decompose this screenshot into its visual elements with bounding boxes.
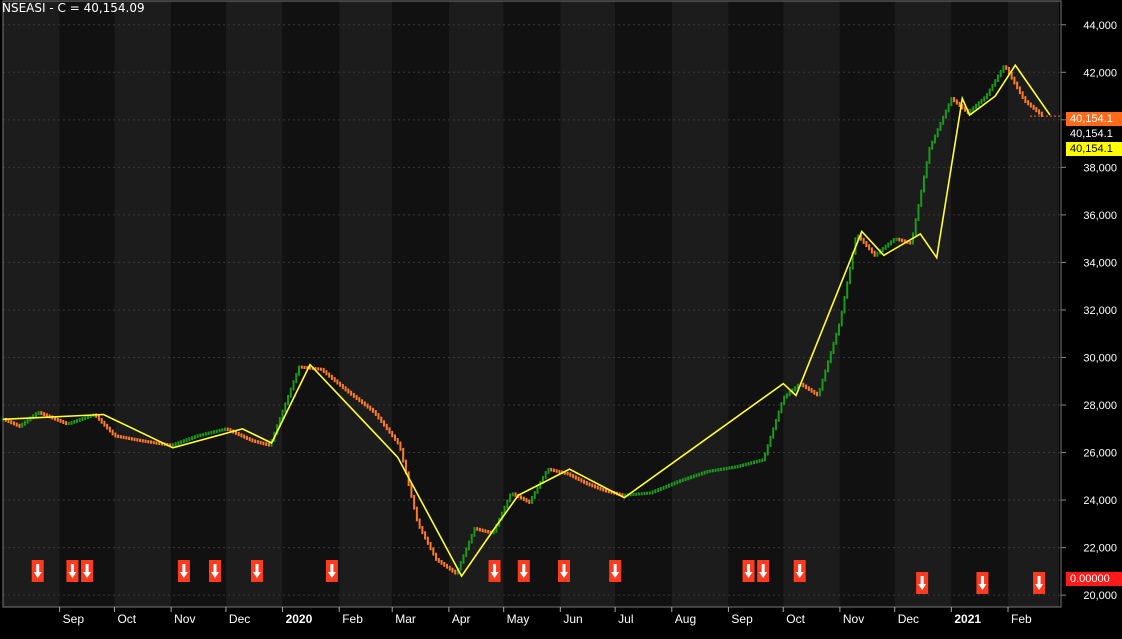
y-tick-label: 38,000 — [1083, 162, 1117, 174]
down-arrow-icon — [611, 564, 620, 578]
x-tick-label: Feb — [342, 612, 363, 626]
month-band — [671, 1, 729, 607]
down-arrow-icon — [918, 576, 927, 590]
y-tick-label: 22,000 — [1083, 543, 1117, 555]
month-band — [615, 1, 672, 607]
y-tick-label: 30,000 — [1083, 352, 1117, 364]
y-tick-label: 26,000 — [1083, 448, 1117, 460]
down-arrow-icon — [744, 564, 753, 578]
month-band — [171, 1, 226, 607]
x-tick-label: Feb — [1011, 612, 1032, 626]
down-arrow-icon — [759, 564, 768, 578]
down-arrow-icon — [978, 576, 987, 590]
y-tick-label: 42,000 — [1083, 67, 1117, 79]
indicator-value-label: 0.00000 — [1066, 572, 1122, 586]
month-band — [225, 1, 283, 607]
x-tick-label: Oct — [786, 612, 805, 626]
chart-title: NSEASI - C = 40,154.09 — [2, 1, 145, 15]
down-arrow-icon — [33, 564, 42, 578]
month-band — [894, 1, 952, 607]
down-arrow-icon — [327, 564, 336, 578]
down-arrow-icon — [559, 564, 568, 578]
y-tick-label: 44,000 — [1083, 20, 1117, 32]
down-arrow-icon — [210, 564, 219, 578]
down-arrow-icon — [795, 564, 804, 578]
month-band — [3, 1, 60, 607]
y-tick-label: 34,000 — [1083, 257, 1117, 269]
down-arrow-icon — [68, 564, 77, 578]
month-band — [59, 1, 115, 607]
x-tick-label: Jun — [563, 612, 582, 626]
x-tick-label: Nov — [843, 612, 864, 626]
x-tick-label: Apr — [452, 612, 471, 626]
down-arrow-icon — [1035, 576, 1044, 590]
month-band — [783, 1, 840, 607]
month-band — [282, 1, 340, 607]
month-band — [728, 1, 784, 607]
x-tick-label: Dec — [229, 612, 250, 626]
x-tick-label: Sep — [731, 612, 753, 626]
x-tick-label: Dec — [898, 612, 919, 626]
y-tick-label: 20,000 — [1083, 590, 1117, 602]
x-tick-label: 2020 — [286, 612, 313, 626]
month-band — [114, 1, 172, 607]
plot-frame — [2, 0, 1062, 608]
close-price-label-yellow: 40,154.1 — [1066, 142, 1122, 156]
x-tick-label: Sep — [63, 612, 85, 626]
down-arrow-icon — [179, 564, 188, 578]
down-arrow-icon — [252, 564, 261, 578]
month-band — [1008, 1, 1060, 607]
x-tick-label: May — [507, 612, 530, 626]
x-tick-label: Oct — [117, 612, 136, 626]
x-tick-label: Jul — [618, 612, 633, 626]
close-price-label-orange: 40,154.1 — [1066, 112, 1122, 126]
x-tick-label: Aug — [675, 612, 696, 626]
y-tick-label: 24,000 — [1083, 495, 1117, 507]
month-band — [839, 1, 895, 607]
x-tick-label: 2021 — [954, 612, 981, 626]
down-arrow-icon — [83, 564, 92, 578]
month-band — [339, 1, 393, 607]
month-band — [448, 1, 504, 607]
month-band — [392, 1, 449, 607]
month-band — [560, 1, 616, 607]
zigzag-line — [2, 63, 1051, 578]
down-arrow-icon — [490, 564, 499, 578]
y-tick-label: 32,000 — [1083, 305, 1117, 317]
month-band — [503, 1, 561, 607]
y-tick-label: 28,000 — [1083, 400, 1117, 412]
x-tick-label: Mar — [395, 612, 416, 626]
month-band — [951, 1, 1009, 607]
down-arrow-icon — [519, 564, 528, 578]
close-price-label-white: 40,154.1 — [1066, 127, 1122, 141]
y-tick-label: 36,000 — [1083, 210, 1117, 222]
x-tick-label: Nov — [174, 612, 195, 626]
